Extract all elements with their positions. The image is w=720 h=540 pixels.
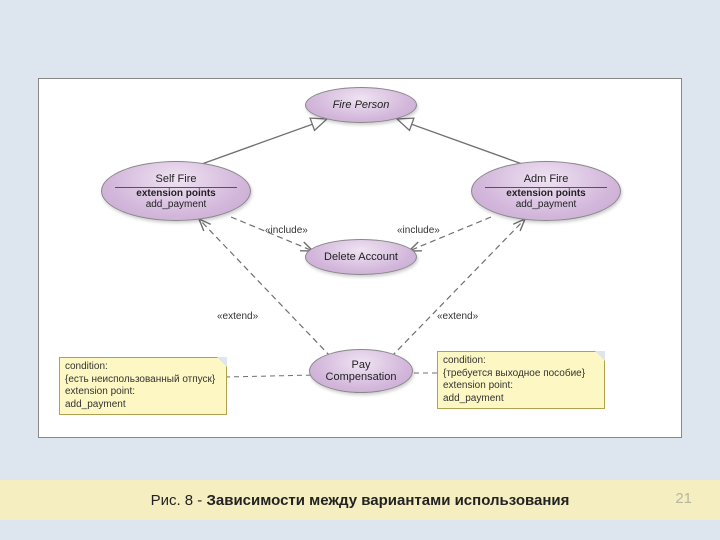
usecase-adm-fire: Adm Fire extension points add_payment (471, 161, 621, 221)
usecase-delete-account: Delete Account (305, 239, 417, 275)
usecase-self-fire: Self Fire extension points add_payment (101, 161, 251, 221)
note-line: condition: (65, 361, 221, 374)
diagram-frame: Fire Person Self Fire extension points a… (38, 78, 682, 438)
usecase-label: Fire Person (333, 99, 390, 111)
caption-text: Рис. 8 - Зависимости между вариантами ис… (151, 492, 570, 509)
caption-bar: Рис. 8 - Зависимости между вариантами ис… (0, 480, 720, 520)
page-number: 21 (675, 490, 692, 507)
edge-label-extend-right: «extend» (437, 311, 478, 322)
note-line: {требуется выходное пособие} (443, 368, 599, 381)
note-line: extension point: (65, 386, 221, 399)
note-right: condition: {требуется выходное пособие} … (437, 351, 605, 409)
note-line: condition: (443, 355, 599, 368)
caption-prefix: Рис. 8 - (151, 492, 207, 509)
edge-label-extend-left: «extend» (217, 311, 258, 322)
extension-points-title: extension points (485, 187, 606, 199)
usecase-label: Pay Compensation (326, 359, 397, 383)
usecase-pay-compensation: Pay Compensation (309, 349, 413, 393)
usecase-label: Delete Account (324, 251, 398, 263)
caption-title: Зависимости между вариантами использован… (206, 492, 569, 509)
extension-point: add_payment (516, 199, 577, 210)
note-line: {есть неиспользованный отпуск} (65, 374, 221, 387)
note-left: condition: {есть неиспользованный отпуск… (59, 357, 227, 415)
note-line: add_payment (443, 393, 599, 406)
extension-point: add_payment (146, 199, 207, 210)
note-line: extension point: (443, 380, 599, 393)
usecase-label: Adm Fire (524, 173, 569, 185)
edge-label-include-left: «include» (265, 225, 308, 236)
edge-label-include-right: «include» (397, 225, 440, 236)
extension-points-title: extension points (115, 187, 236, 199)
usecase-label: Self Fire (156, 173, 197, 185)
usecase-fire-person: Fire Person (305, 87, 417, 123)
note-line: add_payment (65, 399, 221, 412)
